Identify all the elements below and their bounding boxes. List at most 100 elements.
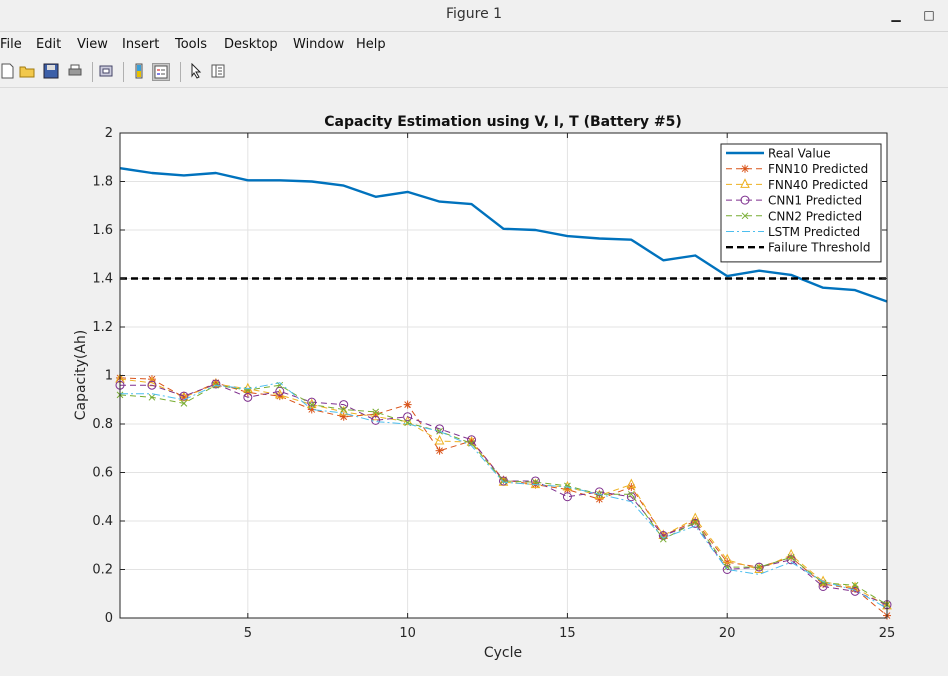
- y-axis-label: Capacity(Ah): [73, 330, 89, 421]
- y-tick-label: 1.2: [92, 320, 113, 335]
- y-tick-label: 1.8: [92, 175, 113, 190]
- data-point-cnn2-predicted: [308, 401, 316, 408]
- y-tick-label: 1: [105, 369, 113, 384]
- data-point-cnn1-predicted: [403, 412, 413, 422]
- menu-file[interactable]: File: [0, 37, 22, 52]
- data-point-cnn1-predicted: [211, 379, 221, 389]
- data-point-cnn2-predicted: [755, 563, 763, 571]
- series-lstm-predicted: [120, 382, 888, 609]
- legend-icon[interactable]: [152, 63, 170, 81]
- data-point-cnn2-predicted: [436, 427, 443, 435]
- data-point-cnn1-predicted: [850, 586, 860, 596]
- series-real-value: [119, 167, 888, 303]
- data-point-cnn1-predicted: [562, 492, 572, 502]
- data-point-cnn1-predicted: [594, 487, 604, 497]
- legend-label-cnn2-predicted: CNN2 Predicted: [768, 209, 862, 223]
- save-icon[interactable]: [43, 63, 59, 79]
- menu-help[interactable]: Help: [356, 37, 386, 52]
- data-point-cnn1-predicted: [786, 555, 796, 565]
- legend-label-lstm-predicted: LSTM Predicted: [768, 225, 860, 239]
- data-point-cnn1-predicted: [147, 380, 157, 390]
- ticks: 5 10 15 20 25 0 0.2 0.4 0.6 0.8 1 1.2 1.4 1.6 1.8 2: [92, 126, 895, 641]
- x-tick-label: 20: [719, 626, 736, 641]
- data-point-cnn2-predicted: [340, 406, 348, 413]
- data-point-fnn40-predicted: [434, 434, 445, 445]
- data-point-cnn1-predicted: [626, 492, 636, 502]
- legend-marker-fnn10-predicted: [741, 165, 749, 173]
- data-point-fnn10-predicted: [627, 483, 635, 491]
- data-point-cnn2-predicted: [627, 490, 635, 498]
- toolbar-separator: [92, 62, 93, 82]
- x-tick-label: 5: [244, 626, 252, 641]
- legend-label-fnn10-predicted: FNN10 Predicted: [768, 162, 868, 176]
- chart-svg: 5 10 15 20 25 0 0.2 0.4 0.6 0.8 1 1.2 1.4 1.6 1.8 2 Cap…: [73, 114, 895, 661]
- pointer-icon[interactable]: [188, 63, 204, 79]
- data-point-fnn40-predicted: [722, 553, 733, 564]
- menu-edit[interactable]: Edit: [36, 37, 62, 52]
- new-file-icon[interactable]: [0, 63, 16, 79]
- series-cnn2-predicted: [116, 381, 891, 609]
- legend-label-fnn40-predicted: FNN40 Predicted: [768, 178, 868, 192]
- data-point-fnn10-predicted: [596, 495, 603, 503]
- menu-window[interactable]: Window: [293, 37, 345, 52]
- data-point-cnn1-predicted: [243, 392, 253, 402]
- series-line-real-value: [119, 167, 888, 303]
- series-line-lstm-predicted: [120, 382, 888, 609]
- data-point-cnn2-predicted: [819, 579, 827, 587]
- legend-marker-cnn1-predicted: [740, 195, 750, 205]
- y-tick-label: 2: [105, 126, 113, 141]
- data-point-cnn2-predicted: [404, 419, 411, 427]
- data-point-cnn1-predicted: [371, 415, 381, 425]
- y-tick-label: 1.4: [92, 272, 113, 287]
- data-point-fnn40-predicted: [370, 410, 381, 421]
- legend-label-cnn1-predicted: CNN1 Predicted: [768, 194, 862, 208]
- figure-canvas: 5 10 15 20 25 0 0.2 0.4 0.6 0.8 1 1.2 1.4 1.6 1.8 2 Cap…: [0, 88, 948, 672]
- menu-desktop[interactable]: Desktop: [224, 37, 278, 52]
- property-inspector-icon[interactable]: [210, 63, 226, 79]
- y-tick-label: 0.2: [92, 563, 113, 578]
- restore-icon[interactable]: □: [923, 8, 935, 22]
- toolbar-separator: [180, 62, 181, 82]
- data-point-fnn10-predicted: [691, 517, 699, 525]
- data-point-cnn2-predicted: [851, 581, 859, 589]
- toolbar: [0, 57, 948, 88]
- data-point-cnn1-predicted: [435, 424, 445, 434]
- menu-view[interactable]: View: [77, 37, 108, 52]
- data-point-fnn10-predicted: [244, 389, 252, 396]
- y-tick-label: 1.6: [92, 223, 113, 238]
- print-preview-icon[interactable]: [98, 63, 114, 79]
- menu-tools[interactable]: Tools: [175, 37, 208, 52]
- window-title: Figure 1: [445, 6, 503, 22]
- legend-label-real-value: Real Value: [768, 147, 831, 161]
- data-point-fnn40-predicted: [274, 388, 285, 399]
- data-point-cnn2-predicted: [276, 381, 284, 389]
- data-point-cnn2-predicted: [691, 518, 699, 526]
- data-point-cnn2-predicted: [148, 393, 156, 401]
- data-point-fnn10-predicted: [404, 401, 411, 408]
- menu-insert[interactable]: Insert: [122, 37, 160, 52]
- print-icon[interactable]: [67, 63, 83, 79]
- data-point-cnn2-predicted: [180, 400, 188, 407]
- menu-bar: File Edit View Insert Tools Desktop Wind…: [0, 32, 948, 56]
- x-tick-label: 15: [559, 626, 576, 641]
- legend-marker-fnn40-predicted: [740, 178, 750, 188]
- y-tick-label: 0.6: [92, 466, 113, 481]
- x-tick-label: 10: [399, 626, 416, 641]
- data-point-cnn1-predicted: [722, 565, 732, 574]
- data-point-cnn2-predicted: [564, 482, 571, 490]
- data-point-cnn1-predicted: [690, 518, 700, 528]
- y-tick-label: 0.4: [92, 514, 113, 529]
- data-point-cnn1-predicted: [275, 386, 285, 396]
- data-point-cnn1-predicted: [339, 400, 349, 410]
- data-point-cnn2-predicted: [787, 554, 795, 561]
- y-tick-label: 0: [105, 611, 113, 626]
- open-folder-icon[interactable]: [19, 63, 35, 79]
- toolbar-separator: [123, 62, 124, 82]
- window-titlebar: Figure 1 ▁ □: [0, 0, 948, 32]
- minimize-icon[interactable]: ▁: [891, 8, 901, 22]
- colorbar-icon[interactable]: [131, 63, 147, 79]
- series-group: [115, 167, 892, 620]
- data-point-cnn2-predicted: [723, 563, 731, 571]
- x-axis-label: Cycle: [484, 645, 522, 661]
